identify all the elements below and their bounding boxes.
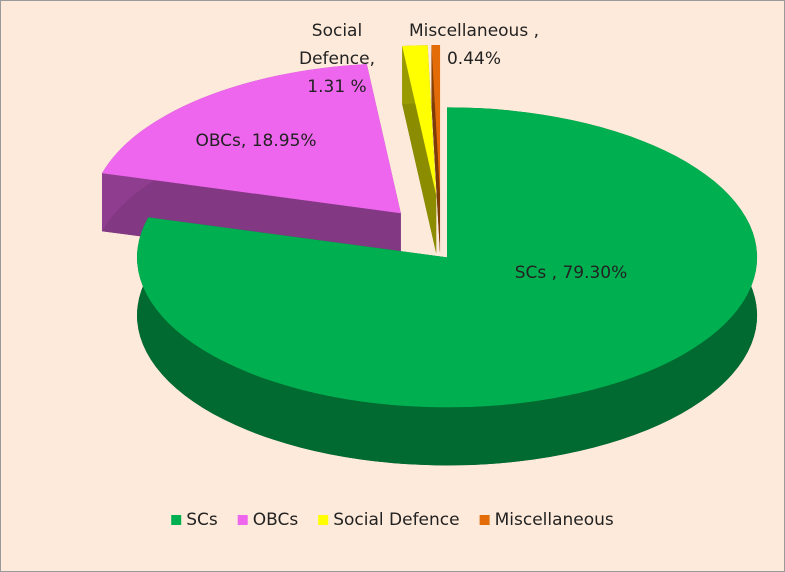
data-label: Social Defence, 1.31 % (299, 21, 375, 97)
legend: SCs OBCs Social Defence Miscellaneous (171, 510, 614, 530)
legend-label: Miscellaneous (495, 510, 614, 530)
legend-label: SCs (186, 510, 218, 530)
data-label: SCs , 79.30% (514, 263, 628, 283)
legend-label: Social Defence (333, 510, 459, 530)
slice (431, 45, 441, 254)
slice (137, 107, 758, 466)
slice-top (137, 107, 758, 408)
legend-swatch (318, 515, 329, 525)
data-label: OBCs, 18.95% (195, 131, 317, 151)
slice-top (102, 64, 401, 214)
data-label: Miscellaneous , 0.44% (409, 21, 539, 69)
legend-swatch (237, 515, 248, 525)
slice-top (431, 45, 441, 196)
legend-label: OBCs (253, 510, 299, 530)
slice-top (402, 45, 437, 196)
slice (402, 45, 437, 254)
legend-swatch (479, 515, 490, 525)
legend-swatch (171, 515, 182, 525)
